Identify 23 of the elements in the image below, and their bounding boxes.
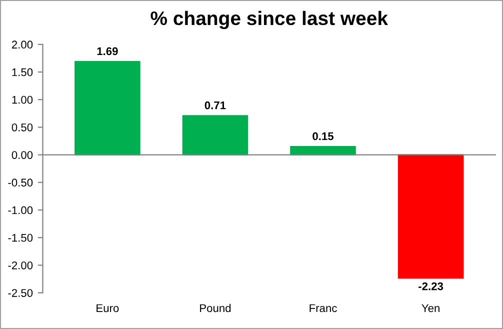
y-tick-label: -1.00 (8, 206, 33, 214)
y-tick-label: 0.00 (12, 151, 33, 159)
y-tick-label: 1.50 (12, 68, 33, 76)
y-tick-label: 0.50 (12, 123, 33, 132)
x-tick-label: Yen (422, 304, 440, 312)
x-tick-label: Pound (200, 304, 231, 312)
data-label: 0.15 (312, 132, 334, 140)
data-label: 0.71 (204, 101, 226, 110)
chart-title: % change since last week (150, 10, 388, 30)
data-label: 1.69 (97, 47, 118, 56)
data-label: -2.23 (418, 282, 444, 290)
y-tick-label: -2.00 (8, 261, 33, 270)
bar (182, 115, 248, 156)
y-tick-label: -1.50 (8, 234, 33, 242)
bar (290, 146, 356, 156)
y-tick-label: 2.00 (12, 40, 33, 49)
x-tick-label: Euro (96, 304, 119, 312)
bar (74, 60, 140, 156)
y-tick-label: 1.00 (12, 96, 33, 104)
x-tick-label: Franc (310, 304, 337, 312)
y-tick-label: -0.50 (8, 178, 33, 187)
y-tick-label: -2.50 (8, 289, 33, 297)
bar (398, 154, 464, 278)
